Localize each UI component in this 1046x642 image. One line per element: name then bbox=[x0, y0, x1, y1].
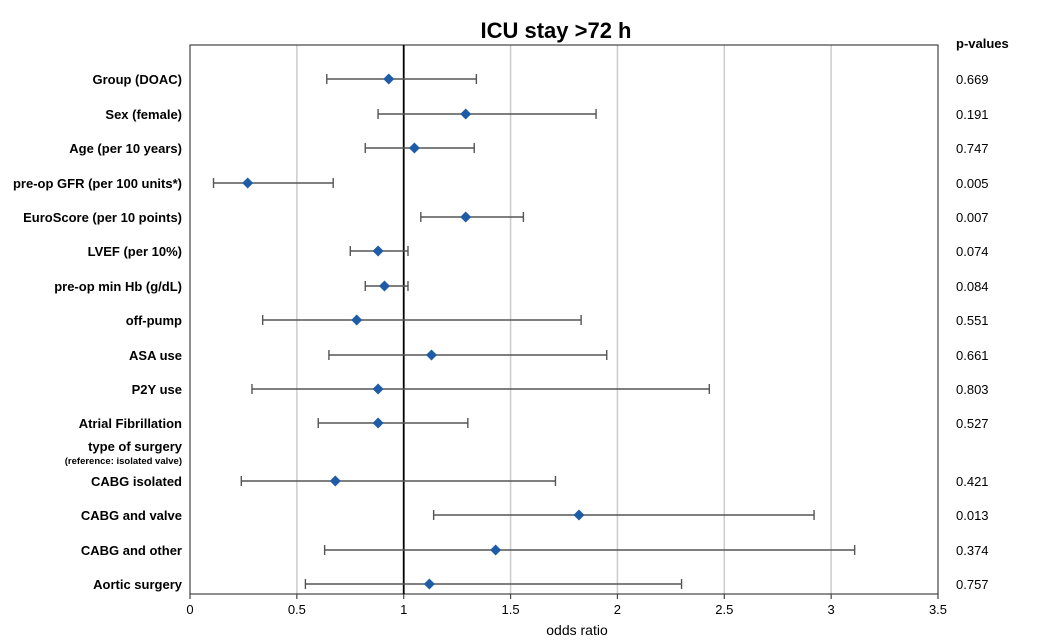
p-value: 0.084 bbox=[956, 279, 989, 294]
forest-row: CABG and valve 0.013 bbox=[81, 508, 989, 523]
x-tick-label: 0 bbox=[186, 602, 193, 617]
p-value: 0.669 bbox=[956, 72, 989, 87]
forest-row: CABG and other 0.374 bbox=[81, 543, 989, 558]
forest-row: EuroScore (per 10 points) 0.007 bbox=[23, 210, 988, 225]
chart-title: ICU stay >72 h bbox=[480, 18, 631, 43]
forest-row: off-pump 0.551 bbox=[126, 313, 989, 328]
x-tick-label: 2 bbox=[614, 602, 621, 617]
x-tick-label: 3.5 bbox=[929, 602, 947, 617]
p-value: 0.374 bbox=[956, 543, 989, 558]
row-label: off-pump bbox=[126, 313, 182, 328]
forest-row: LVEF (per 10%) 0.074 bbox=[88, 244, 989, 259]
p-value: 0.527 bbox=[956, 416, 989, 431]
row-label: P2Y use bbox=[132, 382, 182, 397]
odds-ratio-marker bbox=[425, 349, 437, 361]
row-label: Sex (female) bbox=[105, 107, 182, 122]
row-label: CABG isolated bbox=[91, 474, 182, 489]
forest-row: Age (per 10 years) 0.747 bbox=[69, 141, 988, 156]
x-tick-label: 1 bbox=[400, 602, 407, 617]
forest-row: type of surgery (reference: isolated valv… bbox=[65, 439, 183, 467]
row-label: CABG and valve bbox=[81, 508, 182, 523]
p-value: 0.551 bbox=[956, 313, 989, 328]
x-axis-ticks: 0 0.5 1 1.5 2 2.5 3 3.5 bbox=[186, 594, 947, 617]
p-value: 0.007 bbox=[956, 210, 989, 225]
x-tick-label: 1.5 bbox=[502, 602, 520, 617]
forest-row: P2Y use 0.803 bbox=[132, 382, 989, 397]
odds-ratio-marker bbox=[378, 280, 390, 292]
row-label: pre-op GFR (per 100 units*) bbox=[13, 176, 182, 191]
odds-ratio-marker bbox=[490, 544, 502, 556]
forest-row: CABG isolated 0.421 bbox=[91, 474, 989, 489]
p-value: 0.421 bbox=[956, 474, 989, 489]
odds-ratio-marker bbox=[372, 245, 384, 257]
row-label: CABG and other bbox=[81, 543, 182, 558]
odds-ratio-marker bbox=[329, 475, 341, 487]
row-label: EuroScore (per 10 points) bbox=[23, 210, 182, 225]
odds-ratio-marker bbox=[383, 73, 395, 85]
x-tick-label: 0.5 bbox=[288, 602, 306, 617]
rows-group: Group (DOAC) 0.669 Sex (female) 0.191 Age (p… bbox=[13, 72, 989, 592]
p-value: 0.013 bbox=[956, 508, 989, 523]
row-label: Group (DOAC) bbox=[92, 72, 182, 87]
x-tick-label: 2.5 bbox=[715, 602, 733, 617]
odds-ratio-marker bbox=[573, 509, 585, 521]
forest-row: Atrial Fibrillation 0.527 bbox=[79, 416, 989, 431]
p-value: 0.074 bbox=[956, 244, 989, 259]
odds-ratio-marker bbox=[372, 417, 384, 429]
row-label: ASA use bbox=[129, 348, 182, 363]
p-value: 0.661 bbox=[956, 348, 989, 363]
odds-ratio-marker bbox=[423, 578, 435, 590]
forest-row: Sex (female) 0.191 bbox=[105, 107, 988, 122]
forest-row: Group (DOAC) 0.669 bbox=[92, 72, 988, 87]
p-value: 0.803 bbox=[956, 382, 989, 397]
p-value: 0.191 bbox=[956, 107, 989, 122]
row-label: pre-op min Hb (g/dL) bbox=[54, 279, 182, 294]
forest-row: pre-op min Hb (g/dL) 0.084 bbox=[54, 279, 988, 294]
x-tick-label: 3 bbox=[828, 602, 835, 617]
x-axis-label: odds ratio bbox=[546, 622, 608, 638]
row-label: type of surgery bbox=[88, 439, 183, 454]
row-sublabel: (reference: isolated valve) bbox=[65, 456, 182, 467]
forest-row: ASA use 0.661 bbox=[129, 348, 989, 363]
pvalue-header: p-values bbox=[956, 36, 1009, 51]
row-label: LVEF (per 10%) bbox=[88, 244, 182, 259]
row-label: Atrial Fibrillation bbox=[79, 416, 182, 431]
p-value: 0.747 bbox=[956, 141, 989, 156]
odds-ratio-marker bbox=[372, 383, 384, 395]
odds-ratio-marker bbox=[408, 142, 420, 154]
p-value: 0.005 bbox=[956, 176, 989, 191]
odds-ratio-marker bbox=[351, 314, 363, 326]
gridlines bbox=[296, 45, 832, 594]
row-label: Aortic surgery bbox=[93, 577, 183, 592]
odds-ratio-marker bbox=[242, 177, 254, 189]
forest-row: Aortic surgery 0.757 bbox=[93, 577, 988, 592]
plot-frame bbox=[189, 44, 939, 595]
row-label: Age (per 10 years) bbox=[69, 141, 182, 156]
p-value: 0.757 bbox=[956, 577, 989, 592]
odds-ratio-marker bbox=[460, 211, 472, 223]
odds-ratio-marker bbox=[460, 108, 472, 120]
forest-row: pre-op GFR (per 100 units*) 0.005 bbox=[13, 176, 989, 191]
